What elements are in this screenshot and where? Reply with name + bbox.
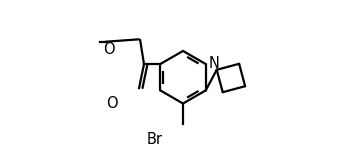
Text: O: O [103,42,114,57]
Text: N: N [209,56,220,71]
Text: O: O [106,96,118,111]
Text: Br: Br [146,132,162,147]
